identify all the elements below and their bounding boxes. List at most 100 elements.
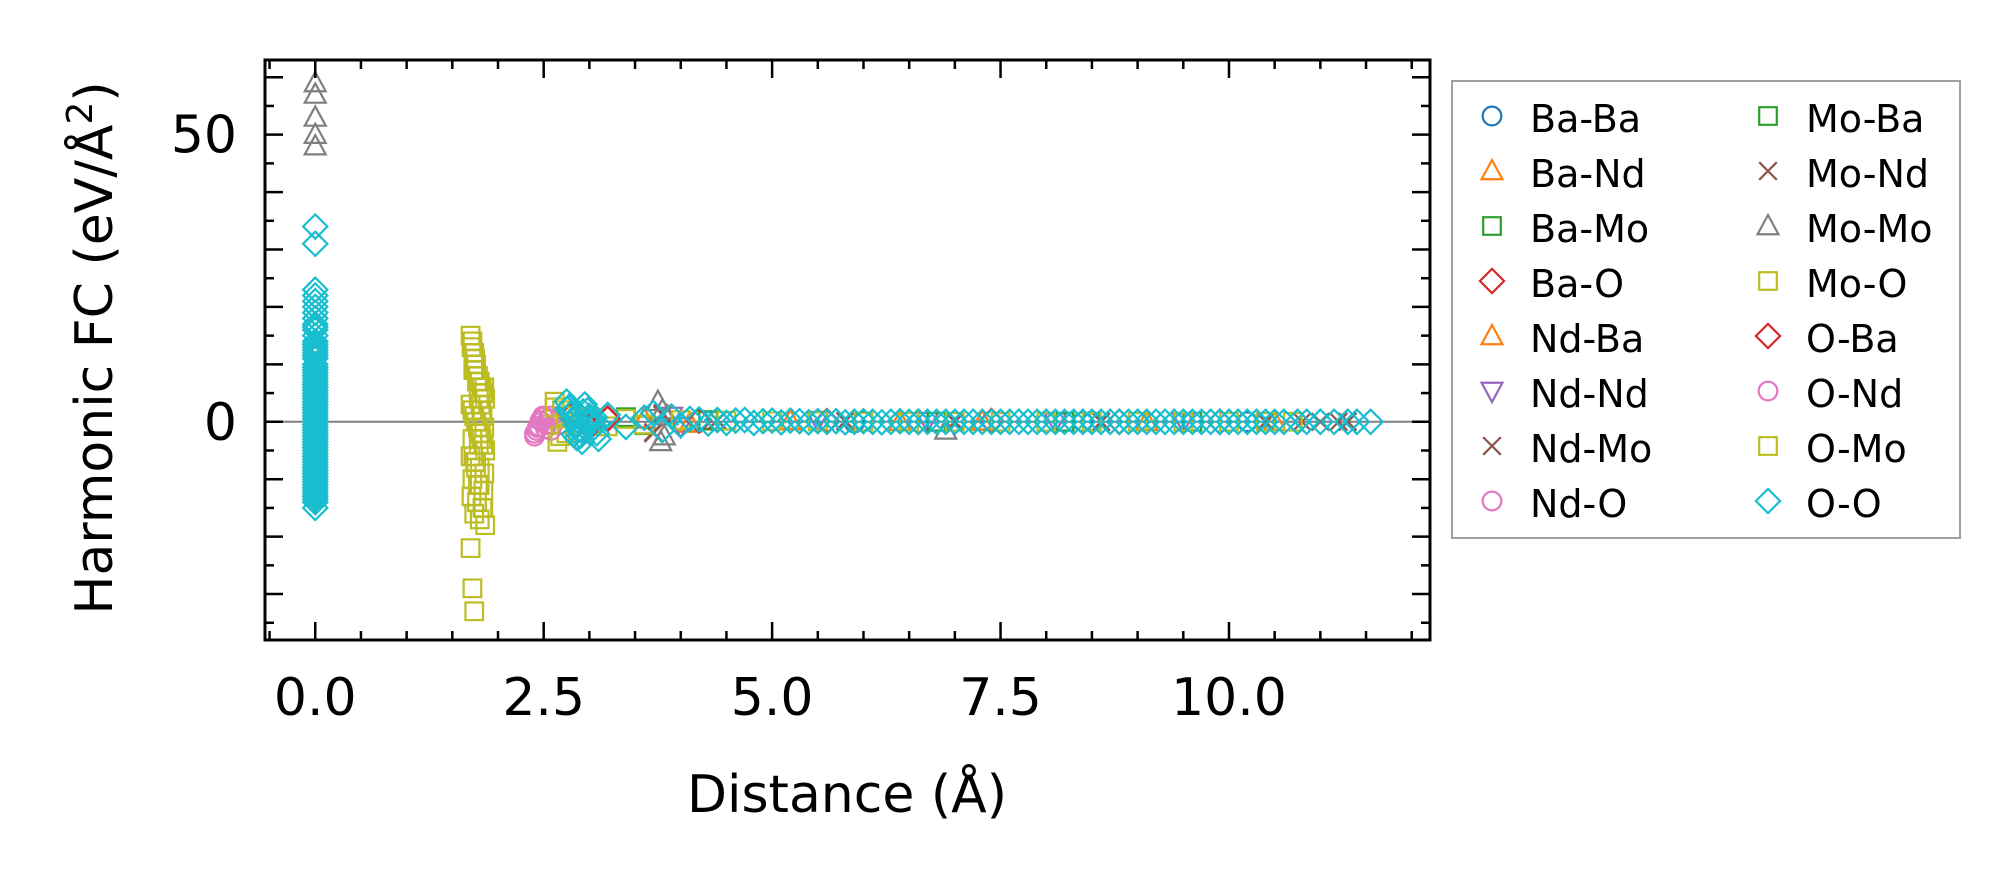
data-point <box>1215 408 1243 436</box>
data-point <box>895 408 923 436</box>
data-point <box>1032 408 1060 436</box>
data-point <box>1087 408 1115 436</box>
y-axis-label-close: ) <box>65 81 125 101</box>
data-point <box>1105 408 1133 436</box>
data-point <box>1014 408 1042 436</box>
data-point <box>462 429 483 449</box>
data-point <box>472 406 493 426</box>
data-point <box>1270 408 1298 436</box>
data-point <box>1329 412 1349 432</box>
data-point <box>721 406 750 435</box>
data-point <box>1078 408 1106 436</box>
data-point <box>1255 411 1276 432</box>
data-point <box>899 411 920 432</box>
legend-label: O-O <box>1806 482 1882 526</box>
legend-item: Nd-Ba <box>1479 317 1644 361</box>
data-point <box>968 408 996 436</box>
data-point <box>1187 408 1216 436</box>
legend-marker <box>1481 490 1503 512</box>
data-point <box>858 408 887 436</box>
data-point <box>776 406 805 435</box>
legend-label: Mo-Ba <box>1806 97 1924 141</box>
data-point <box>977 408 1006 436</box>
legend-marker <box>1755 212 1781 236</box>
data-point <box>302 132 328 156</box>
data-point <box>1292 408 1321 436</box>
data-point <box>676 405 704 433</box>
legend-label: Ba-Ba <box>1530 97 1641 141</box>
data-point <box>465 360 486 380</box>
legend-label: Ba-Mo <box>1530 207 1649 251</box>
data-point <box>302 81 328 104</box>
data-point <box>1233 408 1261 436</box>
data-point <box>470 394 491 415</box>
data-point <box>468 383 489 403</box>
data-point <box>462 578 483 599</box>
data-point <box>807 411 828 432</box>
data-point <box>301 485 329 513</box>
x-tick-label: 10.0 <box>1171 668 1287 728</box>
data-point <box>301 474 329 502</box>
data-point <box>969 408 995 432</box>
data-point <box>1050 408 1079 436</box>
x-tick-label: 7.5 <box>959 668 1042 728</box>
data-point <box>670 410 691 430</box>
data-point <box>795 408 823 437</box>
data-point <box>562 424 591 452</box>
data-point <box>1123 408 1152 436</box>
data-point <box>1320 408 1348 436</box>
legend-marker <box>1479 381 1505 405</box>
data-point <box>1242 408 1271 436</box>
data-point <box>473 498 494 518</box>
data-point <box>731 406 759 434</box>
legend-label: Nd-Nd <box>1530 372 1649 416</box>
data-point <box>1206 408 1234 436</box>
y-axis-label-main: Harmonic FC (eV/Å <box>63 124 125 615</box>
data-point <box>996 408 1024 436</box>
data-point <box>941 408 969 436</box>
legend-item: Mo-Nd <box>1758 152 1929 196</box>
data-point <box>1356 408 1385 436</box>
data-point <box>302 121 328 145</box>
data-point <box>922 408 951 436</box>
legend-label: Ba-Nd <box>1530 152 1646 196</box>
data-point <box>703 406 731 434</box>
legend-marker <box>1758 271 1778 291</box>
legend-label: Mo-Mo <box>1806 207 1933 251</box>
data-point <box>913 408 942 436</box>
data-point <box>785 407 814 435</box>
data-point <box>563 411 592 439</box>
legend-marker <box>1482 436 1502 456</box>
legend-item: O-Nd <box>1757 372 1903 416</box>
data-point <box>556 392 584 420</box>
legend-label: Nd-Mo <box>1530 427 1652 471</box>
legend-item: O-Ba <box>1754 317 1899 361</box>
legend-marker <box>1479 322 1505 346</box>
axis-tick-labels: 0.0 2.5 5.0 7.5 10.0 0 50 <box>171 106 1287 728</box>
data-point <box>466 452 486 472</box>
data-point <box>904 408 932 436</box>
data-point <box>950 408 978 436</box>
data-point <box>1178 408 1207 436</box>
data-point <box>1283 408 1312 436</box>
legend-marker <box>1481 105 1503 127</box>
data-point <box>944 411 965 432</box>
legend-marker <box>1758 436 1778 456</box>
legend-label: O-Nd <box>1806 372 1903 416</box>
data-point <box>301 468 329 496</box>
data-point <box>1127 411 1148 432</box>
data-point <box>1224 408 1252 436</box>
legend-marker <box>1757 380 1779 402</box>
legend-item: Mo-Mo <box>1755 207 1933 251</box>
data-point <box>1169 408 1197 436</box>
x-tick-label: 5.0 <box>731 668 814 728</box>
axis-ticks <box>265 60 1430 640</box>
data-point <box>612 413 640 441</box>
data-points <box>301 69 1385 622</box>
data-point <box>474 417 495 438</box>
data-point <box>1114 408 1143 436</box>
legend-item: Mo-O <box>1758 262 1907 306</box>
legend-item: O-Mo <box>1758 427 1907 471</box>
legend-label: O-Mo <box>1806 427 1907 471</box>
data-point <box>1036 411 1057 432</box>
